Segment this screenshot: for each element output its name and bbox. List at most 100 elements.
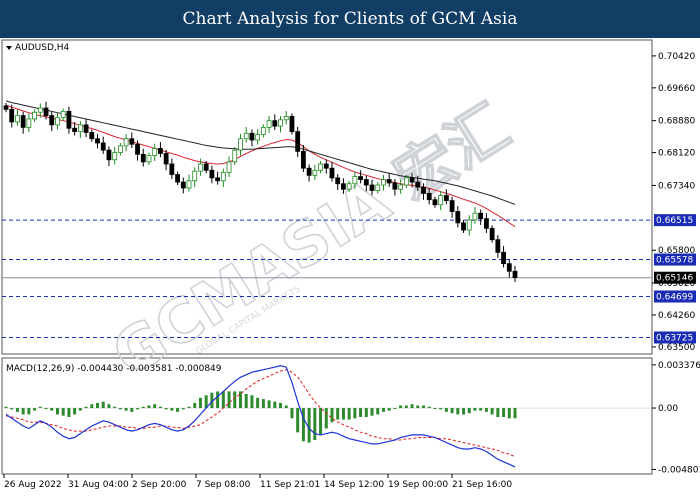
macd-histogram-bar bbox=[78, 408, 82, 411]
candle-bull bbox=[312, 169, 318, 176]
macd-histogram-bar bbox=[513, 408, 517, 419]
macd-histogram-bar bbox=[38, 406, 42, 409]
support-resistance-levels: 0.66515 0.65578 0.64699 0.63725 0.65146 bbox=[2, 214, 696, 344]
candle-bull bbox=[15, 115, 20, 123]
candle-bear bbox=[163, 153, 169, 165]
candle-bull bbox=[398, 184, 404, 190]
macd-histogram-bar bbox=[427, 406, 431, 409]
macd-histogram-bar bbox=[467, 408, 471, 414]
page-title: Chart Analysis for Clients of GCM Asia bbox=[182, 9, 518, 29]
time-tick-label: 21 Sep 16:00 bbox=[452, 480, 512, 490]
price-tick-label: 0.67340 bbox=[658, 181, 695, 191]
candle-bear bbox=[461, 222, 466, 231]
candle-bear bbox=[449, 200, 455, 212]
macd-histogram-bar bbox=[50, 408, 54, 411]
candle-bear bbox=[72, 127, 78, 132]
macd-histogram-bar bbox=[416, 405, 420, 409]
macd-histogram-bar bbox=[301, 408, 305, 442]
candle-bear bbox=[100, 142, 106, 151]
candle-bull bbox=[152, 148, 158, 156]
candle-bear bbox=[421, 186, 426, 194]
candle-bull bbox=[192, 170, 198, 182]
candle-bear bbox=[478, 212, 484, 220]
candle-bull bbox=[438, 195, 444, 206]
candle-bull bbox=[37, 107, 43, 113]
macd-histogram-bar bbox=[307, 408, 311, 443]
macd-tick-label: -0.004801 bbox=[658, 465, 700, 475]
candle-bull bbox=[60, 111, 66, 119]
macd-histogram-bar bbox=[421, 405, 425, 409]
macd-histogram-bar bbox=[90, 404, 94, 409]
candle-bull bbox=[403, 177, 409, 186]
candle-bear bbox=[180, 181, 186, 189]
macd-histogram-bar bbox=[118, 408, 122, 410]
macd-histogram-bar bbox=[484, 408, 488, 412]
candle-bull bbox=[381, 179, 386, 186]
candle-bull bbox=[198, 163, 203, 172]
macd-histogram-bar bbox=[433, 408, 437, 410]
candle-bull bbox=[117, 145, 123, 154]
time-tick-label: 19 Sep 00:00 bbox=[388, 480, 448, 490]
candle-bear bbox=[489, 227, 495, 241]
macd-histogram-bar bbox=[479, 408, 483, 411]
price-tick-label: 0.69660 bbox=[658, 84, 695, 94]
macd-tick-label: 0.003376 bbox=[658, 361, 700, 371]
candle-bull bbox=[77, 124, 83, 132]
price-tick-label: 0.70420 bbox=[658, 52, 695, 62]
candle-bear bbox=[323, 163, 329, 169]
chart-canvas: GCMASIA 宏汇 GLOBAL CAPITAL MARKETS AUDUSD… bbox=[1, 39, 700, 490]
macd-histogram-bar bbox=[364, 408, 368, 417]
candle-bear bbox=[369, 184, 375, 191]
macd-histogram-bar bbox=[279, 402, 283, 409]
candle-bear bbox=[20, 115, 26, 128]
macd-histogram-bar bbox=[238, 391, 242, 409]
macd-histogram-bar bbox=[170, 408, 174, 411]
time-tick-label: 11 Sep 21:01 bbox=[260, 480, 320, 490]
candle-bull bbox=[232, 149, 238, 163]
candle-bear bbox=[215, 177, 221, 182]
collapse-arrow-icon[interactable] bbox=[6, 46, 12, 50]
price-tick-label: 0.68120 bbox=[658, 149, 695, 159]
candle-bear bbox=[272, 120, 278, 127]
level-tag-label: 0.63725 bbox=[656, 333, 693, 343]
price-tick-label: 0.68880 bbox=[658, 117, 695, 127]
macd-histogram-bar bbox=[107, 404, 111, 409]
candle-bear bbox=[249, 132, 255, 141]
macd-histogram-bar bbox=[473, 408, 477, 411]
macd-histogram-bar bbox=[10, 408, 14, 410]
macd-histogram-bar bbox=[490, 408, 494, 415]
candle-bear bbox=[158, 148, 163, 154]
candle-bull bbox=[346, 183, 352, 190]
candlesticks bbox=[3, 101, 518, 283]
macd-histogram-bar bbox=[130, 408, 134, 412]
macd-label: MACD(12,26,9) -0.004430 -0.003581 -0.000… bbox=[6, 364, 222, 374]
macd-histogram-bar bbox=[330, 408, 334, 423]
macd-tick-label: 0.00 bbox=[658, 404, 678, 414]
macd-histogram-bar bbox=[381, 408, 385, 412]
level-tag bbox=[654, 290, 696, 303]
macd-histogram-bar bbox=[61, 408, 65, 416]
candle-bear bbox=[300, 150, 306, 169]
macd-histogram-bar bbox=[141, 406, 145, 409]
macd-histogram-bar bbox=[4, 406, 8, 409]
price-tick-label: 0.64260 bbox=[658, 311, 695, 321]
macd-histogram-bar bbox=[113, 406, 117, 409]
candle-bear bbox=[169, 163, 175, 175]
macd-histogram-bar bbox=[55, 408, 59, 415]
macd-histogram-bar bbox=[273, 401, 277, 409]
candle-bear bbox=[83, 124, 89, 133]
candle-bear bbox=[306, 167, 312, 176]
candle-bear bbox=[140, 153, 146, 163]
candle-bear bbox=[409, 177, 415, 183]
level-tag bbox=[654, 331, 696, 344]
macd-histogram-bar bbox=[393, 408, 397, 410]
macd-histogram-bar bbox=[347, 408, 351, 420]
time-tick-label: 14 Sep 12:00 bbox=[324, 480, 384, 490]
candle-bull bbox=[466, 219, 472, 231]
candle-bear bbox=[506, 263, 512, 272]
macd-histogram-bar bbox=[296, 408, 300, 433]
candle-bear bbox=[392, 182, 398, 190]
macd-histogram-bar bbox=[187, 406, 191, 409]
time-axis: 26 Aug 2022 31 Aug 04:00 2 Sep 20:00 7 Sep … bbox=[3, 474, 512, 490]
candle-bull bbox=[283, 116, 289, 121]
